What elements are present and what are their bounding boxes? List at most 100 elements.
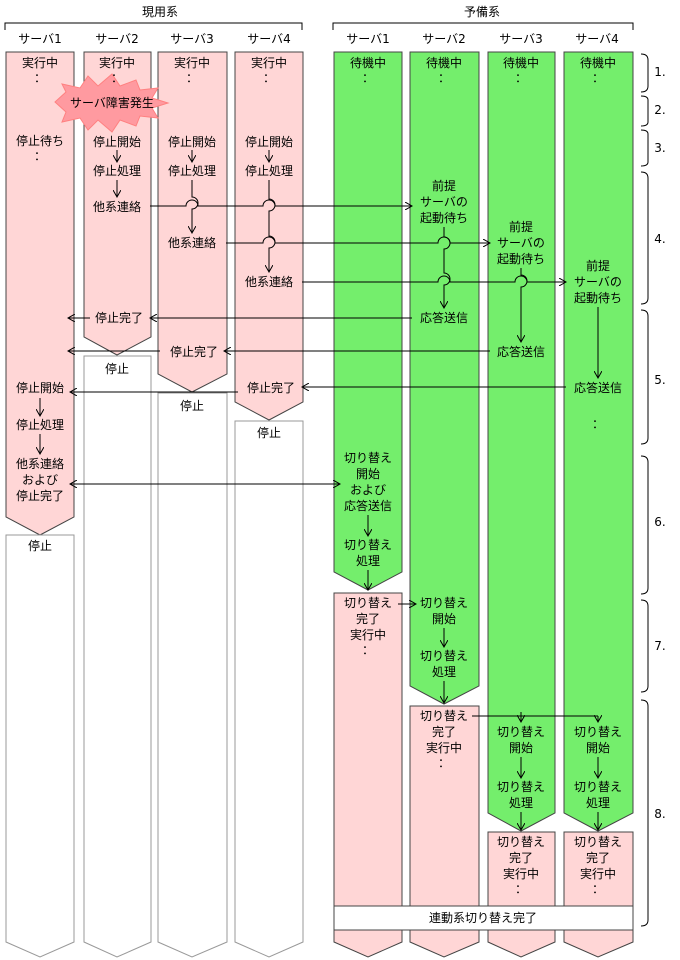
a1-wait-stop: 停止待ち bbox=[16, 133, 64, 148]
s4-dots-2: ： bbox=[592, 417, 604, 431]
a1-oyobi: および bbox=[22, 473, 58, 487]
step-7: 7. bbox=[654, 639, 665, 653]
standby-server-1-column bbox=[333, 51, 403, 958]
server-header-standby-2: サーバ2 bbox=[422, 32, 466, 46]
s2-prereq-3: 起動待ち bbox=[420, 211, 468, 225]
a2-stop-done: 停止完了 bbox=[95, 310, 143, 325]
s4-running: 実行中 bbox=[580, 866, 616, 881]
active-server-4-column bbox=[234, 51, 304, 958]
s2-prereq-1: 前提 bbox=[432, 178, 456, 193]
a4-stop-proc: 停止処理 bbox=[245, 163, 293, 178]
s4-prereq-2: サーバの bbox=[574, 275, 622, 289]
step-6: 6. bbox=[654, 515, 665, 529]
a1-running: 実行中 bbox=[22, 55, 58, 70]
s2-dots-2: ： bbox=[438, 756, 450, 770]
a2-running: 実行中 bbox=[99, 55, 135, 70]
s2-sw-3: 切り替え bbox=[420, 709, 468, 723]
s1-dots-2: ： bbox=[362, 643, 374, 657]
s2-start: 開始 bbox=[432, 612, 456, 626]
a1-stop-done: 停止完了 bbox=[16, 488, 64, 503]
a3-stop-start: 停止開始 bbox=[168, 134, 216, 149]
s2-running: 実行中 bbox=[426, 740, 462, 755]
server-fault-label: サーバ障害発生 bbox=[70, 95, 154, 110]
s4-start: 開始 bbox=[586, 741, 610, 755]
server-header-active-1: サーバ1 bbox=[18, 32, 62, 46]
s3-dots: ： bbox=[515, 71, 527, 85]
s4-standby: 待機中 bbox=[580, 55, 616, 70]
s1-oyobi: および bbox=[350, 483, 386, 497]
a3-contact-other: 他系連絡 bbox=[168, 235, 216, 250]
a2-stop-start: 停止開始 bbox=[93, 134, 141, 149]
group-standby-header: 予備系 bbox=[332, 4, 634, 30]
s2-sw-start: 切り替え bbox=[420, 596, 468, 610]
s1-running: 実行中 bbox=[350, 627, 386, 642]
s3-running: 実行中 bbox=[503, 866, 539, 881]
group-active-title: 現用系 bbox=[142, 5, 178, 19]
a2-stop-proc: 停止処理 bbox=[93, 163, 141, 178]
step-4: 4. bbox=[654, 232, 665, 246]
active-server-2-column bbox=[83, 51, 152, 958]
server-header-standby-3: サーバ3 bbox=[499, 32, 543, 46]
s4-reply-send: 応答送信 bbox=[574, 380, 622, 395]
s2-proc: 処理 bbox=[432, 665, 456, 679]
server-header-active-3: サーバ3 bbox=[170, 32, 214, 46]
server-header-standby-4: サーバ4 bbox=[575, 32, 619, 46]
s4-sw-3: 切り替え bbox=[574, 835, 622, 849]
s1-sw-3: 切り替え bbox=[344, 596, 392, 610]
s4-done: 完了 bbox=[586, 850, 610, 865]
s2-sw-2: 切り替え bbox=[420, 649, 468, 663]
s1-done: 完了 bbox=[356, 611, 380, 626]
s3-standby: 待機中 bbox=[503, 55, 539, 70]
s3-done: 完了 bbox=[509, 850, 533, 865]
server-header-active-4: サーバ4 bbox=[247, 32, 291, 46]
step-3: 3. bbox=[654, 141, 665, 155]
s1-start: 開始 bbox=[356, 467, 380, 481]
s1-dots: ： bbox=[362, 71, 374, 85]
s2-dots: ： bbox=[438, 71, 450, 85]
a4-running: 実行中 bbox=[251, 55, 287, 70]
s2-done: 完了 bbox=[432, 724, 456, 739]
linked-switchover-complete-bar bbox=[333, 905, 634, 931]
a2-stopped: 停止 bbox=[105, 361, 129, 376]
s4-dots-2: ： bbox=[592, 882, 604, 896]
step-5: 5. bbox=[654, 373, 665, 387]
server-header-active-2: サーバ2 bbox=[95, 32, 139, 46]
s1-sw-1: 切り替え bbox=[344, 451, 392, 465]
s4-proc: 処理 bbox=[586, 796, 610, 810]
s4-prereq-1: 前提 bbox=[586, 258, 610, 273]
step-brackets: 1. 2. 3. 4. 5. 6. 7. 8. bbox=[640, 53, 666, 927]
a3-running: 実行中 bbox=[174, 55, 210, 70]
s3-dots-2: ： bbox=[515, 882, 527, 896]
a2-dots: ： bbox=[111, 71, 123, 85]
s2-reply-send: 応答送信 bbox=[420, 310, 468, 325]
s3-prereq-2: サーバの bbox=[497, 236, 545, 250]
a1-contact-other: 他系連絡 bbox=[16, 456, 64, 471]
a4-dots: ： bbox=[263, 71, 275, 85]
s3-start: 開始 bbox=[509, 741, 533, 755]
s1-reply-send: 応答送信 bbox=[344, 498, 392, 513]
a4-stop-start: 停止開始 bbox=[245, 134, 293, 149]
a1-dots-2: ： bbox=[34, 149, 46, 163]
a2-contact-other: 他系連絡 bbox=[93, 199, 141, 214]
a4-contact-other: 他系連絡 bbox=[245, 274, 293, 289]
group-active-header: 現用系 bbox=[4, 5, 303, 30]
linked-switchover-complete-label: 連動系切り替え完了 bbox=[429, 910, 537, 925]
a3-stop-proc: 停止処理 bbox=[168, 163, 216, 178]
group-standby-title: 予備系 bbox=[464, 4, 500, 19]
s4-sw-2: 切り替え bbox=[574, 780, 622, 794]
a1-stop-proc: 停止処理 bbox=[16, 417, 64, 432]
a1-stopped: 停止 bbox=[28, 538, 52, 553]
step-8: 8. bbox=[654, 807, 665, 821]
s1-sw-2: 切り替え bbox=[344, 538, 392, 552]
a4-stop-done: 停止完了 bbox=[247, 380, 295, 395]
s1-standby: 待機中 bbox=[350, 55, 386, 70]
a4-stopped: 停止 bbox=[257, 425, 281, 440]
s3-prereq-3: 起動待ち bbox=[497, 252, 545, 266]
s4-dots: ： bbox=[592, 71, 604, 85]
step-1: 1. bbox=[654, 65, 665, 79]
s3-sw-start: 切り替え bbox=[497, 725, 545, 739]
s3-prereq-1: 前提 bbox=[509, 219, 533, 234]
s3-proc: 処理 bbox=[509, 796, 533, 810]
s3-sw-3: 切り替え bbox=[497, 835, 545, 849]
